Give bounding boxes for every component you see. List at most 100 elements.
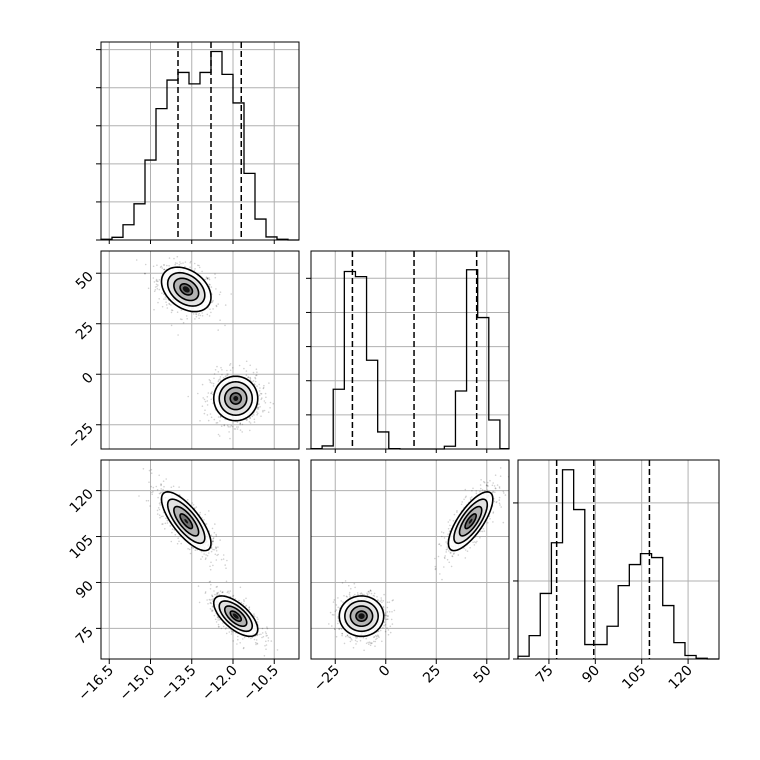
- panel-content: [135, 255, 275, 440]
- sample-point: [182, 262, 184, 264]
- sample-point: [337, 616, 339, 618]
- sample-point: [206, 396, 209, 398]
- sample-point: [204, 409, 206, 412]
- sample-point: [464, 496, 467, 499]
- sample-point: [158, 298, 160, 300]
- sample-point: [232, 640, 234, 642]
- sample-point: [383, 624, 385, 627]
- sample-point: [164, 528, 166, 530]
- sample-point: [225, 627, 227, 629]
- sample-point: [260, 398, 263, 401]
- sample-point: [353, 582, 356, 585]
- sample-point: [457, 554, 460, 556]
- sample-point: [144, 272, 146, 275]
- sample-point: [369, 589, 372, 592]
- sample-point: [346, 634, 349, 637]
- sample-point: [221, 591, 224, 593]
- sample-point: [360, 592, 363, 594]
- density-core: [184, 518, 189, 524]
- sample-point: [486, 485, 489, 487]
- sample-point: [211, 595, 214, 597]
- sample-point: [198, 317, 200, 320]
- sample-point: [195, 315, 198, 318]
- sample-point: [203, 553, 205, 555]
- sample-point: [471, 490, 473, 492]
- sample-point: [446, 558, 449, 561]
- sample-point: [165, 478, 167, 480]
- sample-point: [247, 376, 249, 379]
- sample-point: [475, 541, 477, 544]
- sample-point: [176, 255, 179, 258]
- sample-point: [209, 308, 211, 311]
- panel-frame: [100, 459, 300, 660]
- sample-point: [340, 628, 343, 630]
- sample-point: [212, 548, 214, 551]
- sample-point: [156, 280, 158, 282]
- contour-line-1: [212, 595, 259, 638]
- sample-point: [208, 277, 210, 279]
- sample-point: [229, 364, 231, 366]
- sample-point: [225, 632, 228, 635]
- sample-point: [258, 390, 261, 392]
- sample-point: [481, 489, 484, 491]
- sample-point: [170, 304, 172, 306]
- sample-point: [211, 382, 213, 384]
- sample-point: [222, 591, 224, 593]
- sample-point: [243, 600, 245, 603]
- sample-point: [151, 493, 153, 496]
- sample-point: [253, 615, 256, 618]
- sample-point: [157, 507, 160, 509]
- sample-point: [154, 289, 157, 291]
- sample-point: [247, 376, 250, 379]
- sample-point: [348, 593, 351, 595]
- sample-point: [346, 596, 348, 598]
- sample-point: [161, 267, 164, 269]
- sample-point: [222, 377, 225, 379]
- sample-point: [253, 418, 256, 421]
- sample-point: [224, 628, 227, 630]
- sample-point: [495, 501, 498, 504]
- sample-point: [260, 392, 262, 395]
- sample-point: [210, 602, 213, 605]
- sample-point: [256, 371, 258, 374]
- sample-point: [368, 641, 371, 643]
- sample-point: [469, 546, 471, 549]
- sample-point: [384, 614, 387, 616]
- sample-point: [189, 552, 192, 555]
- sample-point: [337, 597, 339, 599]
- sample-point: [473, 544, 476, 546]
- sample-point: [166, 522, 169, 524]
- sample-point: [180, 542, 182, 545]
- sample-point: [375, 638, 377, 641]
- sample-point: [164, 296, 167, 298]
- sample-point: [270, 640, 273, 642]
- sample-point: [236, 421, 239, 424]
- sample-point: [376, 596, 378, 598]
- sample-point: [386, 618, 389, 621]
- sample-point: [239, 423, 241, 426]
- sample-point: [219, 416, 222, 418]
- sample-point: [225, 580, 228, 583]
- sample-point: [158, 288, 161, 291]
- sample-point: [163, 268, 166, 271]
- sample-point: [332, 601, 335, 603]
- sample-point: [217, 303, 219, 305]
- sample-point: [239, 422, 242, 425]
- grid: [518, 460, 719, 660]
- sample-point: [222, 558, 225, 560]
- sample-point: [174, 533, 177, 536]
- sample-point: [450, 565, 453, 568]
- sample-point: [445, 541, 447, 543]
- sample-point: [219, 376, 222, 378]
- sample-point: [192, 504, 195, 506]
- sample-point: [365, 637, 368, 640]
- sample-point: [219, 539, 221, 541]
- sample-point: [213, 548, 215, 551]
- sample-point: [165, 304, 168, 306]
- sample-point: [214, 593, 216, 596]
- sample-point: [249, 429, 251, 432]
- sample-point: [385, 614, 388, 617]
- sample-point: [255, 643, 257, 646]
- sample-point: [210, 286, 213, 288]
- sample-point: [211, 605, 214, 608]
